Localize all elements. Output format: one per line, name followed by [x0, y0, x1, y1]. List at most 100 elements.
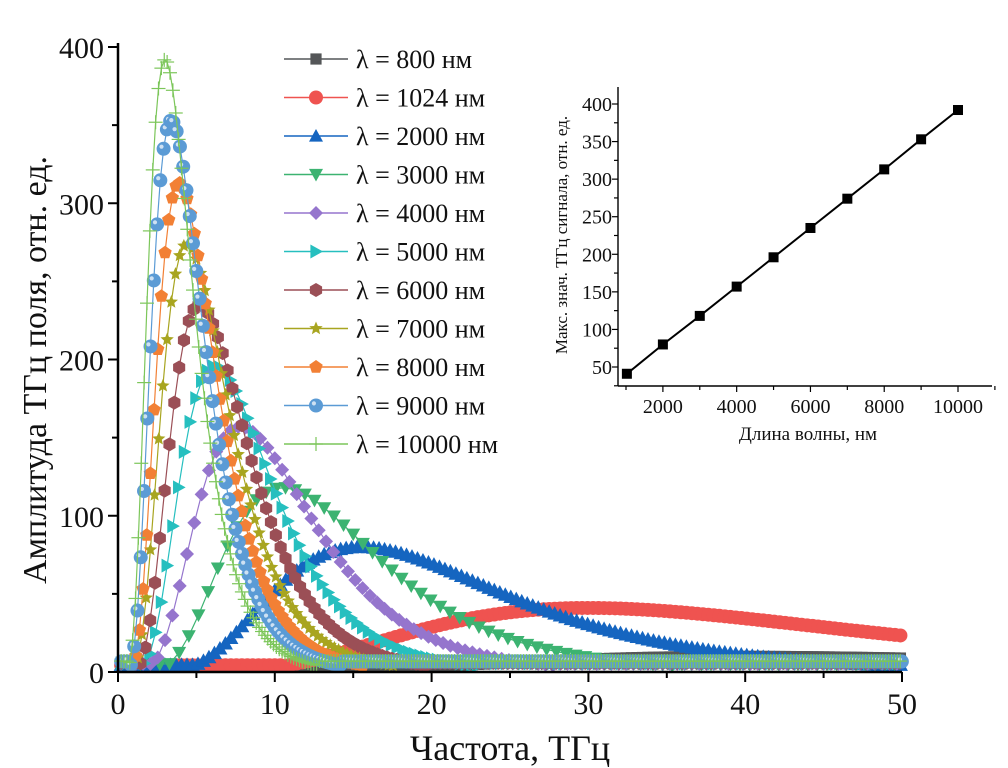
- legend-item: λ = 5000 нм: [284, 238, 485, 267]
- data-point: [191, 339, 206, 354]
- data-point: [256, 538, 270, 551]
- y-tick-label: 0: [89, 657, 104, 690]
- legend-label: λ = 1024 нм: [356, 84, 485, 113]
- data-point: [237, 592, 252, 607]
- data-point: [240, 436, 253, 451]
- data-point: [365, 547, 380, 560]
- x-tick-label: 10: [260, 688, 290, 721]
- data-point: [231, 399, 244, 414]
- data-point: [248, 512, 262, 526]
- data-point: [326, 510, 341, 524]
- data-point: [168, 395, 181, 410]
- data-point: [151, 81, 166, 96]
- data-point: [270, 486, 284, 501]
- legend-item: λ = 8000 нм: [284, 353, 485, 382]
- data-point: [153, 173, 168, 188]
- data-point: [260, 631, 275, 646]
- data-point: [190, 391, 203, 406]
- data-point: [268, 482, 283, 496]
- data-point: [194, 487, 209, 502]
- data-point: [423, 594, 438, 608]
- data-point: [186, 236, 201, 251]
- data-point: [298, 655, 313, 670]
- inset-series: [621, 105, 963, 379]
- inset-y-tick-label: 300: [582, 169, 612, 191]
- data-point: [893, 628, 908, 643]
- data-point: [137, 375, 152, 390]
- data-point: [140, 411, 155, 426]
- data-point: [187, 515, 202, 530]
- data-point: [160, 332, 174, 346]
- inset-x-tick-label: 4000: [717, 396, 757, 418]
- inset-x-tick-label: 10000: [933, 396, 983, 418]
- data-point: [192, 291, 207, 306]
- inset-x-axis-label: Длина волны, нм: [739, 424, 877, 445]
- inset-data-point: [621, 368, 632, 379]
- data-point: [143, 339, 158, 354]
- data-point: [247, 426, 261, 441]
- data-point: [152, 431, 166, 445]
- inset-y-tick-label: 400: [582, 94, 612, 116]
- data-point: [242, 531, 256, 545]
- data-point: [298, 616, 312, 630]
- inset-data-point: [916, 134, 927, 145]
- data-point: [212, 437, 227, 452]
- data-point: [348, 573, 363, 588]
- legend-item: λ = 9000 нм: [284, 392, 485, 421]
- data-point: [214, 366, 229, 380]
- data-point: [246, 544, 260, 557]
- legend-marker-icon: [309, 283, 323, 297]
- data-point: [333, 554, 348, 569]
- inset-data-point: [694, 310, 705, 321]
- data-point: [147, 402, 161, 416]
- data-point: [311, 523, 326, 538]
- data-point: [176, 159, 191, 174]
- data-point: [148, 575, 161, 590]
- data-point: [319, 635, 333, 649]
- data-point: [272, 642, 287, 657]
- data-point: [304, 511, 319, 526]
- data-point: [260, 440, 275, 455]
- data-point: [156, 141, 171, 156]
- data-point: [127, 639, 142, 654]
- data-point: [133, 550, 148, 565]
- data-point: [189, 264, 204, 279]
- data-point: [442, 606, 457, 620]
- data-point: [317, 502, 332, 515]
- data-point: [197, 391, 212, 406]
- data-point: [293, 538, 307, 553]
- data-point: [162, 212, 176, 226]
- data-point: [203, 436, 218, 451]
- data-point: [239, 482, 254, 495]
- legend-marker-icon: [309, 437, 323, 451]
- data-point: [146, 273, 161, 288]
- data-point: [228, 521, 243, 536]
- data-point: [264, 515, 278, 530]
- inset-axes: 2000 4000 6000 8000 10000 50 100 150 200 250 300 35…: [582, 87, 996, 418]
- x-tick-label: 20: [417, 688, 447, 721]
- legend: λ = 800 нм λ = 1024 нм λ = 2000 нм λ = 3000…: [284, 45, 498, 459]
- data-point: [282, 513, 295, 528]
- data-point: [125, 633, 140, 648]
- data-point: [173, 360, 186, 375]
- data-point: [158, 245, 172, 259]
- data-point: [394, 572, 409, 586]
- data-point: [142, 223, 157, 238]
- data-point: [316, 577, 330, 592]
- data-point: [244, 497, 258, 511]
- x-tick-label: 0: [111, 688, 126, 721]
- data-point: [306, 657, 321, 672]
- legend-label: λ = 7000 нм: [356, 315, 485, 344]
- data-point: [199, 345, 214, 360]
- data-point: [282, 474, 297, 489]
- data-point: [139, 640, 152, 655]
- data-point: [214, 507, 229, 522]
- inset-y-axis-label: Макс. знач. ТГц сигнала, отн. ед.: [552, 116, 571, 354]
- data-point: [231, 576, 246, 591]
- data-point: [195, 318, 210, 333]
- inset-x-tick-label: 8000: [864, 396, 904, 418]
- data-point: [229, 567, 244, 582]
- data-point: [273, 578, 287, 592]
- data-point: [253, 441, 267, 456]
- inset-data-point: [657, 339, 668, 350]
